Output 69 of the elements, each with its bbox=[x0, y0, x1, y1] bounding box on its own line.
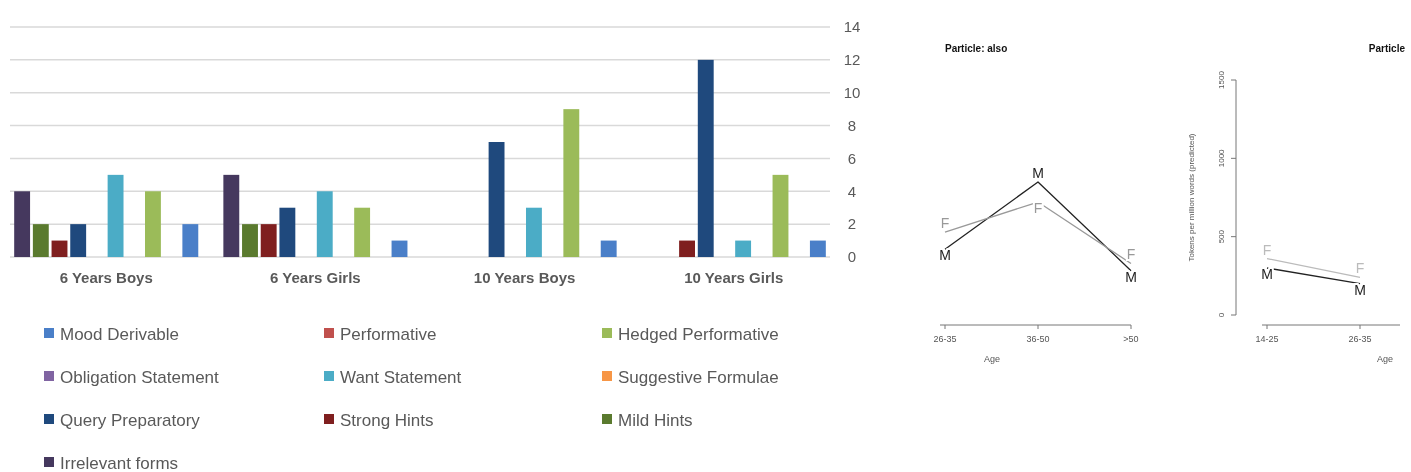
bar bbox=[600, 240, 617, 257]
text: M bbox=[1261, 265, 1273, 282]
y-tick-label: 4 bbox=[847, 182, 857, 200]
bar bbox=[679, 240, 695, 257]
x-tick-label: 26-35 bbox=[933, 334, 957, 344]
y-axis-title: Tokens per million words (predicted) bbox=[1187, 133, 1196, 262]
series-label: M bbox=[939, 247, 951, 264]
bar bbox=[354, 207, 371, 257]
legend-label: Irrelevant forms bbox=[60, 453, 179, 472]
bar bbox=[525, 207, 542, 257]
text: F bbox=[1262, 241, 1272, 258]
bar bbox=[488, 142, 505, 257]
bar bbox=[809, 240, 826, 257]
x-tick-label: 14-25 bbox=[1255, 334, 1279, 344]
text: F bbox=[1033, 199, 1043, 216]
x-tick-label: 10 Years Boys bbox=[473, 269, 576, 286]
y-tick-label: 12 bbox=[843, 51, 861, 69]
bar bbox=[107, 174, 124, 257]
bar bbox=[182, 224, 199, 257]
y-tick-label: 0 bbox=[1217, 312, 1226, 318]
y-tick-label: 10 bbox=[843, 83, 861, 101]
x-axis-title: Age bbox=[1376, 354, 1394, 364]
bar bbox=[260, 224, 277, 257]
bar bbox=[145, 191, 161, 257]
legend-label: Hedged Performative bbox=[618, 324, 779, 344]
series-label: M bbox=[1354, 281, 1366, 298]
y-tick-label: 14 bbox=[843, 18, 861, 36]
bar bbox=[32, 224, 49, 257]
text: M bbox=[1125, 268, 1137, 285]
bar bbox=[735, 240, 752, 257]
x-tick-label: 6 Years Girls bbox=[270, 269, 361, 286]
legend-label: Want Statement bbox=[340, 367, 462, 387]
legend-label: Mood Derivable bbox=[60, 324, 180, 344]
x-tick-label: 6 Years Boys bbox=[59, 269, 153, 286]
y-tick-label: 0 bbox=[847, 248, 857, 266]
x-tick-label: 26-35 bbox=[1348, 334, 1372, 344]
y-tick-label: 1500 bbox=[1217, 70, 1226, 89]
y-tick-label: 2 bbox=[847, 215, 857, 233]
legend-label: Suggestive Formulae bbox=[618, 367, 779, 387]
bar bbox=[70, 224, 87, 257]
bar bbox=[772, 174, 789, 257]
x-tick-label: 36-50 bbox=[1026, 334, 1050, 344]
bar bbox=[563, 109, 580, 257]
legend-label: Strong Hints bbox=[340, 410, 434, 430]
bar bbox=[279, 207, 296, 257]
y-tick-label: 8 bbox=[847, 116, 857, 134]
x-tick-label: 10 Years Girls bbox=[684, 269, 784, 286]
chart-title: Particle: also bbox=[945, 43, 1008, 54]
text: F bbox=[1126, 246, 1136, 263]
bar bbox=[14, 191, 31, 257]
series-label: F bbox=[940, 214, 950, 231]
legend-label: Mild Hints bbox=[618, 410, 693, 430]
bar bbox=[316, 191, 333, 257]
bar bbox=[223, 174, 240, 257]
bar bbox=[697, 59, 714, 257]
y-tick-label: 500 bbox=[1217, 229, 1226, 244]
y-tick-label: 1000 bbox=[1217, 148, 1226, 168]
x-axis-title: Age bbox=[983, 354, 1001, 364]
bar bbox=[391, 240, 408, 257]
legend-label: Obligation Statement bbox=[60, 367, 220, 387]
legend-label: Query Preparatory bbox=[60, 410, 201, 430]
legend-label: Performative bbox=[340, 324, 437, 344]
y-tick-label: 6 bbox=[847, 149, 857, 167]
x-tick-label: >50 bbox=[1123, 334, 1139, 344]
series-label: F bbox=[1355, 260, 1365, 277]
text: M bbox=[1032, 164, 1044, 181]
chart-title: Particle bbox=[1368, 43, 1406, 54]
bar bbox=[242, 224, 258, 257]
bar bbox=[51, 240, 68, 257]
